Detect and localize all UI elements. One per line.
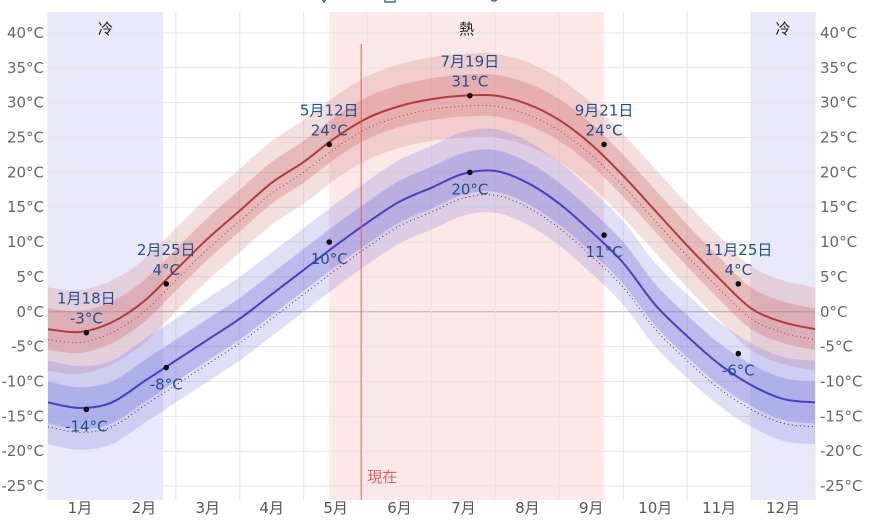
y-tick-label-right: 35°C [820, 59, 857, 77]
x-tick-label: 12月 [766, 499, 800, 517]
low-outer-band [48, 128, 815, 450]
data-label-date: 2月25日 [137, 241, 196, 259]
data-point-low [83, 406, 90, 413]
data-label-temp: -3°C [70, 310, 103, 328]
data-point-low [601, 232, 607, 238]
season-label: 冷 [98, 20, 113, 38]
y-tick-label-left: 25°C [7, 128, 44, 146]
y-tick-label-right: -15°C [820, 407, 862, 425]
data-label-temp: 4°C [725, 261, 753, 279]
data-label-temp: 4°C [152, 261, 180, 279]
data-label-temp: 11°C [586, 243, 623, 261]
now-marker-label: 現在 [367, 468, 397, 486]
y-tick-label-left: -5°C [11, 338, 44, 356]
y-tick-label-right: -5°C [820, 338, 853, 356]
data-point-low [326, 239, 333, 245]
y-tick-label-left: 30°C [7, 94, 44, 112]
data-point-high [601, 141, 607, 148]
x-tick-label: 9月 [579, 499, 604, 517]
x-tick-label: 7月 [451, 499, 476, 517]
data-label-date: 7月19日 [441, 53, 500, 71]
y-tick-label-left: 40°C [7, 24, 44, 42]
x-tick-label: 5月 [323, 499, 348, 517]
data-label-temp: -14°C [65, 417, 107, 435]
y-tick-label-left: -10°C [2, 372, 44, 390]
top-link-strip: 比較 歴史 [300, 0, 580, 4]
y-tick-label-right: 5°C [820, 268, 848, 286]
data-label-temp: -6°C [722, 362, 755, 380]
high-dotted-line [47, 104, 816, 344]
data-point-high [163, 281, 170, 287]
season-zone-hot [329, 12, 605, 500]
data-point-high [326, 141, 333, 148]
x-tick-label: 2月 [132, 499, 157, 517]
x-tick-label: 10月 [638, 499, 672, 517]
data-label-temp: 31°C [451, 73, 488, 91]
y-tick-label-right: -25°C [820, 477, 862, 495]
season-label: 冷 [776, 20, 791, 38]
data-label-temp: -8°C [150, 376, 183, 394]
x-tick-label: 8月 [515, 499, 540, 517]
data-label-date: 11月25日 [704, 241, 772, 259]
y-tick-label-left: 10°C [7, 233, 44, 251]
y-tick-label-left: -20°C [2, 442, 44, 460]
x-tick-label: 1月 [68, 499, 93, 517]
data-point-high [83, 329, 90, 336]
y-tick-label-right: 0°C [820, 303, 848, 321]
data-label-date: 9月21日 [575, 101, 634, 119]
data-point-high [467, 92, 473, 99]
low-temp-line [47, 169, 816, 409]
high-outer-band [48, 53, 815, 375]
y-tick-label-right: -20°C [820, 442, 862, 460]
low-inner-band [48, 149, 815, 429]
y-tick-label-left: -15°C [2, 407, 44, 425]
y-tick-label-left: 20°C [7, 163, 44, 181]
season-label: 熱 [459, 20, 474, 38]
data-point-low [163, 364, 170, 371]
season-zone-cold [751, 12, 815, 500]
y-tick-label-right: -10°C [820, 372, 862, 390]
data-label-temp: 20°C [451, 180, 488, 198]
y-tick-label-right: 15°C [820, 198, 857, 216]
high-temp-line [47, 93, 816, 334]
data-label-date: 1月18日 [57, 290, 116, 308]
y-tick-label-left: 15°C [7, 198, 44, 216]
y-tick-label-right: 10°C [820, 233, 857, 251]
x-tick-label: 11月 [702, 499, 736, 517]
y-tick-label-right: 20°C [820, 163, 857, 181]
x-tick-label: 6月 [387, 499, 412, 517]
y-tick-label-right: 30°C [820, 94, 857, 112]
data-point-low [735, 350, 742, 357]
x-tick-label: 4月 [259, 499, 284, 517]
y-tick-label-right: 25°C [820, 128, 857, 146]
y-tick-label-left: -25°C [2, 477, 44, 495]
data-label-temp: 24°C [311, 121, 348, 139]
x-tick-label: 3月 [196, 499, 221, 517]
y-tick-label-left: 0°C [16, 303, 44, 321]
data-label-temp: 24°C [586, 121, 623, 139]
y-tick-label-left: 5°C [16, 268, 44, 286]
data-point-low [467, 169, 473, 176]
data-point-high [735, 281, 742, 287]
data-label-date: 5月12日 [300, 101, 359, 119]
y-tick-label-right: 40°C [820, 24, 857, 42]
y-tick-label-left: 35°C [7, 59, 44, 77]
data-label-temp: 10°C [311, 250, 348, 268]
season-zone-cold [48, 12, 164, 500]
